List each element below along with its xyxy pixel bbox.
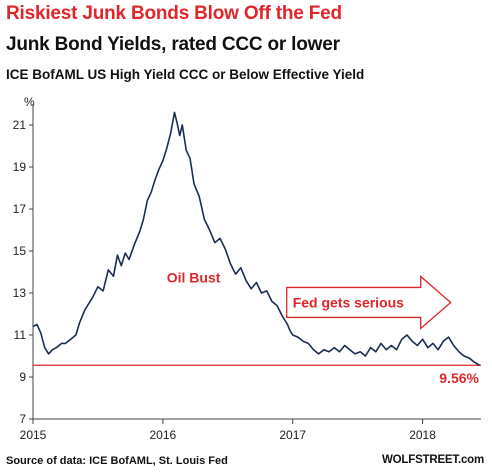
chart-subtitle: Junk Bond Yields, rated CCC or lower	[6, 34, 340, 55]
y-tick-label: 13	[13, 286, 27, 300]
y-tick-label: 19	[13, 160, 27, 174]
brand-label: WOLFSTREET.com	[382, 454, 484, 466]
series-title: ICE BofAML US High Yield CCC or Below Ef…	[6, 67, 365, 82]
series-line	[32, 111, 481, 366]
annotation-label: Oil Bust	[167, 269, 221, 285]
y-tick-label: 17	[13, 202, 27, 216]
y-axis-label: %	[24, 95, 35, 109]
data-source-note: Source of data: ICE BofAML, St. Louis Fe…	[6, 455, 228, 467]
y-tick-label: 7	[19, 412, 26, 426]
y-tick-label: 15	[13, 244, 27, 258]
annotation-label: Fed gets serious	[293, 294, 404, 310]
reference-line-label: 9.56%	[439, 370, 479, 386]
chart-annotations: Oil Bust Fed gets serious	[167, 269, 452, 330]
y-tick-label: 21	[13, 118, 27, 132]
x-tick-label: 2018	[409, 428, 436, 442]
y-tick-label: 9	[19, 370, 26, 384]
chart-axes: % 7 9 11 13 15 17 19 21 2015 2016 2017 2018	[13, 95, 481, 442]
x-tick-label: 2015	[20, 428, 47, 442]
chart-plot-area: 9.56%	[32, 111, 481, 386]
x-tick-label: 2017	[279, 428, 306, 442]
annotation-arrow	[286, 275, 452, 330]
y-tick-label: 11	[14, 328, 27, 342]
x-tick-label: 2016	[150, 428, 177, 442]
chart-title: Riskiest Junk Bonds Blow Off the Fed	[6, 3, 342, 24]
